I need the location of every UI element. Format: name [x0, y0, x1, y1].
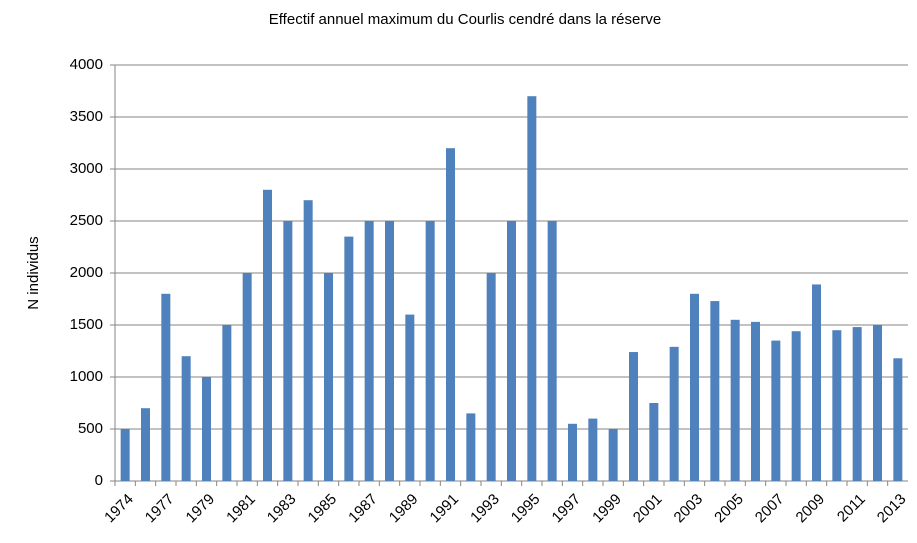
bar	[649, 403, 659, 481]
x-tick-label: 2009	[793, 491, 829, 527]
y-tick-label: 2500	[70, 212, 103, 229]
bar	[486, 273, 496, 481]
x-tick-label: 1989	[386, 491, 422, 527]
bar	[507, 221, 516, 481]
bar	[141, 408, 150, 481]
bar	[669, 346, 679, 481]
y-tick-label: 500	[78, 420, 103, 437]
bar	[893, 358, 903, 481]
x-tick-label: 1977	[142, 491, 178, 527]
x-tick-label: 1979	[183, 491, 219, 527]
bar	[263, 189, 272, 482]
bar	[324, 273, 333, 481]
bar	[344, 236, 354, 481]
y-tick-label: 0	[95, 472, 103, 489]
y-tick-label: 2000	[70, 264, 103, 281]
bar	[466, 413, 476, 481]
bar	[303, 200, 313, 481]
x-tick-label: 2001	[630, 491, 666, 527]
bar	[771, 340, 781, 481]
bar	[629, 352, 638, 481]
bar	[832, 330, 842, 481]
bar	[791, 331, 801, 481]
x-tick-label: 1981	[223, 491, 259, 527]
bar	[364, 221, 374, 481]
y-axis-label: N individus	[25, 236, 42, 309]
bar	[283, 221, 293, 481]
x-tick-label: 1995	[508, 491, 544, 527]
y-tick-label: 4000	[70, 56, 103, 73]
bar	[120, 429, 130, 481]
bar	[730, 319, 740, 481]
x-tick-label: 1985	[305, 491, 341, 527]
bar	[242, 273, 252, 481]
x-tick-label: 2003	[671, 491, 707, 527]
bar	[202, 377, 211, 481]
x-tick-label: 1999	[589, 491, 625, 527]
bar	[385, 221, 394, 481]
x-tick-label: 1974	[101, 491, 137, 527]
bar	[690, 293, 699, 481]
bar	[222, 325, 232, 481]
bar	[425, 221, 435, 481]
x-tick-label: 2007	[752, 491, 788, 527]
bar	[568, 423, 577, 481]
bar	[873, 325, 882, 481]
x-tick-label: 1993	[467, 491, 503, 527]
x-tick-label: 2011	[834, 491, 869, 526]
bar	[547, 221, 557, 481]
bar	[710, 301, 720, 481]
x-tick-label: 2013	[874, 491, 910, 527]
x-tick-label: 2005	[711, 491, 747, 527]
y-tick-label: 1000	[70, 368, 103, 385]
bar	[446, 148, 455, 481]
x-tick-label: 1991	[427, 491, 463, 527]
chart-title: Effectif annuel maximum du Courlis cendr…	[269, 11, 661, 28]
x-tick-label: 1987	[345, 491, 381, 527]
bar	[405, 314, 415, 481]
bar	[852, 327, 862, 481]
bar	[588, 418, 598, 481]
bar	[812, 284, 821, 481]
y-tick-label: 1500	[70, 316, 103, 333]
x-tick-label: 1997	[549, 491, 585, 527]
x-tick-label: 1983	[264, 491, 300, 527]
bar	[527, 96, 537, 481]
bar	[608, 429, 618, 481]
y-tick-label: 3000	[70, 160, 103, 177]
bar	[751, 321, 760, 481]
bar	[181, 356, 191, 481]
bar	[161, 293, 171, 481]
y-tick-label: 3500	[70, 108, 103, 125]
